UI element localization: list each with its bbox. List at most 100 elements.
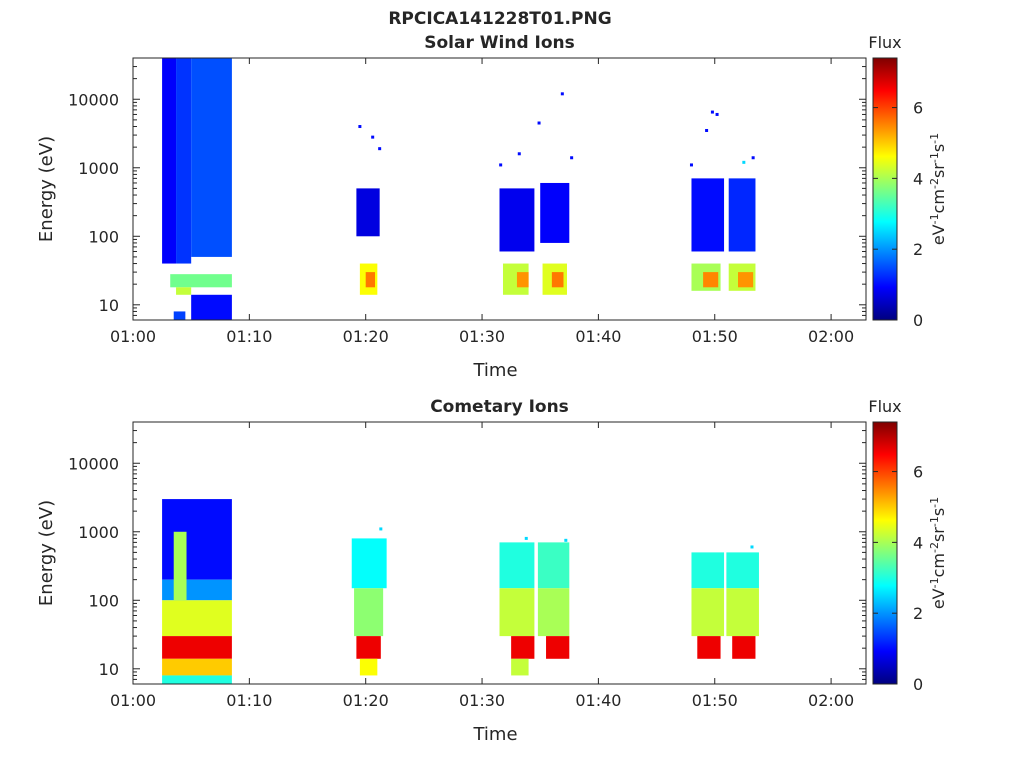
heatmap-point: [378, 147, 382, 151]
plot-frame: [132, 57, 867, 321]
heatmap-cell: [162, 579, 232, 601]
x-tick-label: 01:20: [343, 691, 389, 710]
heatmap-cell: [499, 542, 535, 589]
colorbar-label-exponent: -2: [928, 178, 941, 189]
heatmap-point: [705, 128, 709, 132]
x-tick-label: 01:00: [110, 327, 156, 346]
colorbar-tick-label: 2: [913, 604, 923, 623]
colorbar-tick-label: 0: [913, 311, 923, 330]
colorbar-tick-label: 2: [913, 240, 923, 259]
x-tick-label: 01:10: [226, 327, 272, 346]
heatmap-cell: [162, 58, 177, 264]
heatmap-point: [564, 538, 568, 542]
heatmap-cell: [173, 311, 186, 320]
plot-frame: [132, 421, 867, 685]
colorbar-label-unit: s: [929, 144, 948, 152]
y-tick-label: 1000: [78, 523, 119, 542]
heatmap-cell: [697, 636, 721, 659]
heatmap-cell: [732, 636, 756, 659]
heatmap-cell: [176, 287, 192, 295]
heatmap-cell: [537, 588, 570, 637]
heatmap-cell: [691, 552, 725, 589]
colorbar-tick-label: 4: [913, 169, 923, 188]
heatmap-point: [537, 121, 541, 125]
x-tick-label: 01:20: [343, 327, 389, 346]
heatmap-point: [371, 135, 375, 139]
y-tick-label: 10000: [68, 454, 119, 473]
heatmap-point: [570, 156, 574, 160]
colorbar-label-exponent: -1: [928, 213, 941, 224]
colorbar-label-exponent: -1: [928, 516, 941, 527]
colorbar-label-unit: sr: [929, 163, 948, 178]
heatmap-cell: [551, 272, 564, 288]
heatmap-cell: [162, 499, 232, 580]
heatmap-cell: [173, 531, 187, 601]
heatmap-cell: [162, 658, 232, 676]
heatmap-point: [379, 527, 383, 531]
y-tick-label: 100: [88, 227, 119, 246]
heatmap-cell: [162, 600, 232, 637]
heatmap-cell: [499, 588, 535, 637]
colorbar-title: Flux: [868, 397, 901, 416]
colorbar-label-unit: s: [929, 508, 948, 516]
y-tick-label: 100: [88, 591, 119, 610]
heatmap-point: [560, 92, 564, 96]
heatmap-cell: [191, 58, 232, 257]
x-tick-label: 01:10: [226, 691, 272, 710]
heatmap-cell: [351, 538, 387, 589]
colorbar-tick-label: 6: [913, 463, 923, 482]
x-tick-label: 01:30: [459, 691, 505, 710]
colorbar: [872, 57, 898, 321]
heatmap-cell: [162, 636, 232, 659]
heatmap-cell: [546, 636, 570, 659]
x-tick-label: 01:50: [692, 691, 738, 710]
heatmap-cell: [499, 188, 535, 252]
figure-title: RPCICA141228T01.PNG: [388, 9, 611, 29]
x-tick-label: 01:00: [110, 691, 156, 710]
colorbar-tick-label: 0: [913, 675, 923, 694]
heatmap-cell: [191, 294, 232, 320]
heatmap-cell: [162, 675, 232, 684]
colorbar-title: Flux: [868, 33, 901, 52]
heatmap-cell: [726, 588, 759, 637]
heatmap-cell: [365, 272, 376, 288]
colorbar-label-unit: eV: [929, 588, 948, 609]
heatmap-point: [499, 163, 503, 167]
heatmap-cell: [728, 178, 756, 252]
y-axis-label: Energy (eV): [36, 136, 57, 242]
heatmap-point: [710, 110, 714, 114]
colorbar-label-exponent: -2: [928, 542, 941, 553]
heatmap-cell: [726, 552, 759, 589]
heatmap-cell: [537, 542, 570, 589]
colorbar-label-unit: cm: [929, 553, 948, 577]
heatmap-layer: [162, 499, 759, 684]
colorbar-tick-label: 6: [913, 99, 923, 118]
y-tick-label: 10: [99, 660, 119, 679]
colorbar-label: eV-1cm-2sr-1s-1: [928, 133, 949, 245]
heatmap-cell: [511, 636, 535, 659]
colorbar-label-exponent: -1: [928, 577, 941, 588]
y-tick-label: 10000: [68, 90, 119, 109]
heatmap-cell: [516, 272, 529, 288]
heatmap-point: [751, 156, 755, 160]
x-tick-label: 02:00: [808, 691, 854, 710]
colorbar-label-unit: cm: [929, 189, 948, 213]
x-tick-label: 02:00: [808, 327, 854, 346]
heatmap-point: [517, 152, 521, 156]
heatmap-cell: [356, 188, 380, 237]
colorbar-label-exponent: -1: [928, 152, 941, 163]
heatmap-cell: [691, 178, 725, 252]
colorbar-label-unit: eV: [929, 224, 948, 245]
heatmap-cell: [359, 658, 378, 676]
heatmap-cell: [703, 272, 719, 288]
heatmap-point: [715, 112, 719, 116]
panel-solar-wind-ions: Solar Wind Ions 01:00 01:10 01:20 01:30 01:40…: [36, 33, 948, 381]
heatmap-cell: [356, 636, 381, 659]
heatmap-point: [750, 545, 754, 549]
heatmap-cell: [511, 658, 529, 676]
y-tick-label: 1000: [78, 159, 119, 178]
x-axis-label: Time: [472, 360, 517, 381]
colorbar-tick-label: 4: [913, 533, 923, 552]
